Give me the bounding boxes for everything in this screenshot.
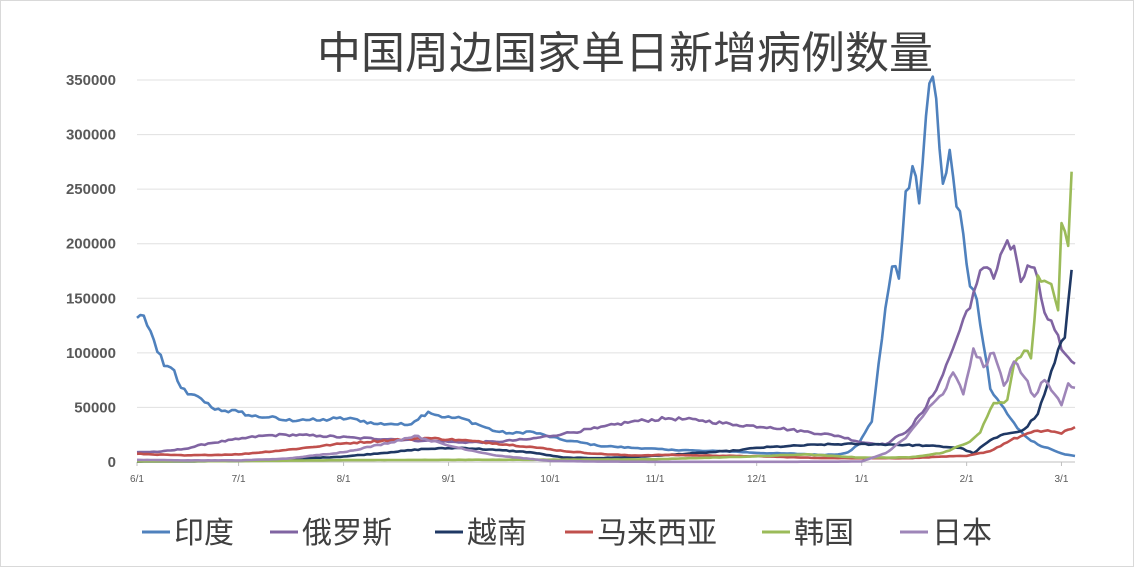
x-tick-label: 8/1 — [337, 474, 351, 485]
legend: 印度 俄罗斯 越南 马来西亚 韩国 日本 — [142, 516, 992, 551]
x-tick-label: 1/1 — [855, 474, 869, 485]
legend-label: 马来西亚 — [597, 516, 717, 551]
legend-label: 俄罗斯 — [302, 516, 392, 551]
x-tick-label: 3/1 — [1055, 474, 1069, 485]
y-tick-label: 150000 — [66, 290, 116, 307]
legend-label: 韩国 — [794, 516, 854, 551]
chart-title: 中国周边国家单日新增病例数量 — [317, 28, 933, 79]
y-tick-label: 50000 — [74, 399, 116, 416]
series-lines — [136, 75, 1076, 464]
x-tick-label: 10/1 — [540, 474, 560, 485]
x-tick-label: 11/1 — [646, 474, 665, 485]
series-line-4 — [136, 171, 1073, 463]
series-line-1 — [136, 239, 1076, 454]
series-line-0 — [136, 75, 1076, 458]
y-tick-label: 300000 — [66, 127, 116, 144]
x-tick-label: 7/1 — [232, 474, 246, 485]
y-tick-label: 200000 — [66, 236, 116, 253]
x-tick-label: 6/1 — [130, 474, 144, 485]
x-tick-label: 12/1 — [747, 474, 767, 485]
x-tick-label: 2/1 — [960, 474, 974, 485]
legend-label: 越南 — [467, 516, 527, 551]
series-line-3 — [136, 425, 1076, 460]
series-line-5 — [136, 347, 1076, 464]
legend-label: 印度 — [174, 516, 234, 551]
y-axis-ticks: 0 50000 100000 150000 200000 250000 300000 3500… — [66, 72, 116, 471]
x-axis-ticks: 6/1 7/1 8/1 9/1 10/1 11/1 12/1 1/1 2/1 3/1 — [130, 462, 1069, 485]
gridlines — [137, 79, 1075, 463]
y-tick-label: 100000 — [66, 345, 116, 362]
y-tick-label: 0 — [108, 454, 116, 471]
y-tick-label: 350000 — [66, 72, 116, 89]
y-tick-label: 250000 — [66, 181, 116, 198]
x-tick-label: 9/1 — [442, 474, 456, 485]
legend-label: 日本 — [932, 516, 992, 551]
